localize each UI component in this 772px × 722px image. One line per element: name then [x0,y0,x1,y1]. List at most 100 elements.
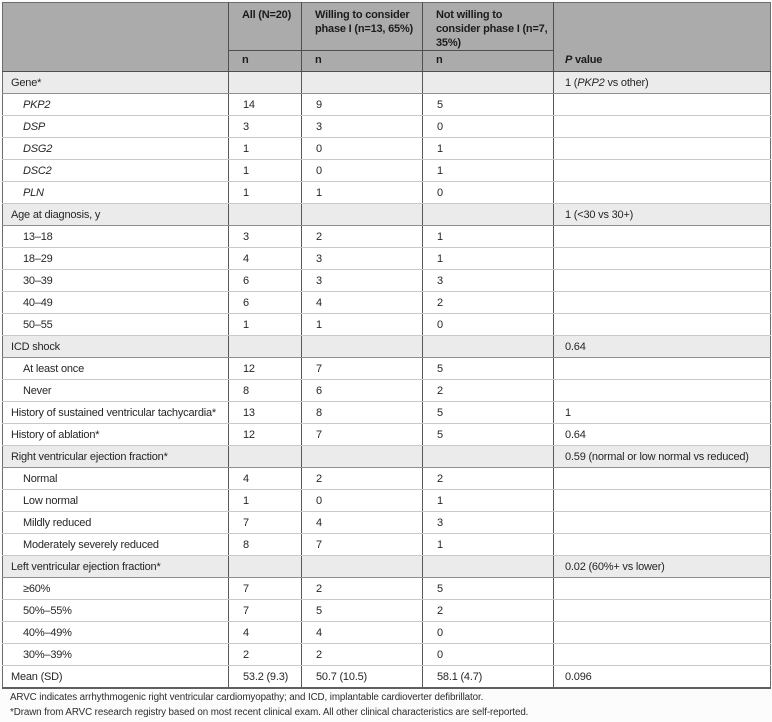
table-row: PKP2 14 9 5 [2,93,771,117]
table-row: Mildly reduced 7 4 3 [2,511,771,535]
all-value-cell: 7 [228,577,302,601]
table-footnotes: ARVC indicates arrhythmogenic right vent… [10,690,766,720]
row-label: 30–39 [2,269,229,293]
not-willing-value-cell: 3 [422,269,554,293]
willing-value-cell: 6 [301,379,423,403]
not-willing-value-cell [422,71,554,95]
willing-value-cell [301,555,423,579]
willing-value-cell [301,71,423,95]
all-value-cell: 1 [228,489,302,513]
row-label: 30%–39% [2,643,229,667]
p-value-cell: 0.59 (normal or low normal vs reduced) [553,445,771,469]
p-value-cell [553,291,771,315]
row-label: History of ablation* [2,423,229,447]
p-value-cell: 0.02 (60%+ vs lower) [553,555,771,579]
willing-value-cell: 2 [301,643,423,667]
willing-value-cell: 7 [301,533,423,557]
row-label: DSP [2,115,229,139]
not-willing-value-cell: 1 [422,159,554,183]
row-label: 40%–49% [2,621,229,645]
table-row: 18–29 4 3 1 [2,247,771,271]
p-value-cell [553,599,771,623]
table-row: Right ventricular ejection fraction* 0.59… [2,445,771,469]
not-willing-value-cell: 2 [422,291,554,315]
row-label: ≥60% [2,577,229,601]
table-row: 50%–55% 7 5 2 [2,599,771,623]
row-label: DSG2 [2,137,229,161]
row-label: PKP2 [2,93,229,117]
col-header-all: All (N=20) [228,2,302,52]
not-willing-value-cell: 0 [422,181,554,205]
all-value-cell: 6 [228,291,302,315]
col-header-willing: Willing to consider phase I (n=13, 65%) [301,2,423,52]
row-label: Gene* [2,71,229,95]
row-label: Mean (SD) [2,665,229,689]
p-value-cell: 0.64 [553,335,771,359]
row-label: DSC2 [2,159,229,183]
table-row: 40%–49% 4 4 0 [2,621,771,645]
not-willing-value-cell: 5 [422,423,554,447]
not-willing-value-cell: 5 [422,577,554,601]
table-row: 50–55 1 1 0 [2,313,771,337]
row-label: 50–55 [2,313,229,337]
willing-value-cell: 2 [301,577,423,601]
p-value-cell [553,181,771,205]
willing-value-cell: 4 [301,291,423,315]
not-willing-value-cell: 1 [422,137,554,161]
table-row: History of ablation* 12 7 5 0.64 [2,423,771,447]
p-value-cell: 1 (<30 vs 30+) [553,203,771,227]
not-willing-value-cell: 0 [422,621,554,645]
all-value-cell: 2 [228,643,302,667]
not-willing-value-cell [422,445,554,469]
col-header-not-willing: Not willing to consider phase I (n=7, 35… [422,2,554,52]
willing-value-cell: 0 [301,489,423,513]
all-value-cell [228,445,302,469]
table-row: 13–18 3 2 1 [2,225,771,249]
not-willing-value-cell: 5 [422,357,554,381]
table-row: 40–49 6 4 2 [2,291,771,315]
willing-value-cell: 1 [301,181,423,205]
willing-value-cell: 1 [301,313,423,337]
not-willing-value-cell: 5 [422,93,554,117]
all-value-cell: 8 [228,379,302,403]
table-row: Age at diagnosis, y 1 (<30 vs 30+) [2,203,771,227]
all-value-cell: 53.2 (9.3) [228,665,302,689]
table-row: Mean (SD) 53.2 (9.3) 50.7 (10.5) 58.1 (4.7)… [2,665,771,689]
all-value-cell [228,335,302,359]
not-willing-value-cell [422,335,554,359]
p-value-cell [553,225,771,249]
willing-value-cell: 2 [301,467,423,491]
willing-value-cell [301,203,423,227]
willing-value-cell: 7 [301,423,423,447]
willing-value-cell: 9 [301,93,423,117]
willing-value-cell: 8 [301,401,423,425]
table-row: Moderately severely reduced 8 7 1 [2,533,771,557]
not-willing-value-cell: 0 [422,313,554,337]
p-value-cell [553,379,771,403]
willing-value-cell: 50.7 (10.5) [301,665,423,689]
footnote-asterisk: *Drawn from ARVC research registry based… [10,707,529,719]
row-label: Left ventricular ejection fraction* [2,555,229,579]
willing-value-cell: 4 [301,621,423,645]
p-value-cell [553,269,771,293]
table-row: Normal 4 2 2 [2,467,771,491]
p-value-cell [553,137,771,161]
n-subheader-willing: n [301,50,423,73]
willing-value-cell: 2 [301,225,423,249]
not-willing-value-cell: 58.1 (4.7) [422,665,554,689]
row-label: History of sustained ventricular tachyca… [2,401,229,425]
table-row: ≥60% 7 2 5 [2,577,771,601]
p-value-cell: 0.64 [553,423,771,447]
all-value-cell: 1 [228,159,302,183]
row-label: 18–29 [2,247,229,271]
willing-value-cell: 3 [301,247,423,271]
row-label: 13–18 [2,225,229,249]
p-value-cell [553,313,771,337]
willing-value-cell: 5 [301,599,423,623]
not-willing-value-cell: 1 [422,489,554,513]
willing-value-cell: 4 [301,511,423,535]
table-row: DSC2 1 0 1 [2,159,771,183]
p-value-cell: 0.096 [553,665,771,689]
p-value-cell [553,159,771,183]
